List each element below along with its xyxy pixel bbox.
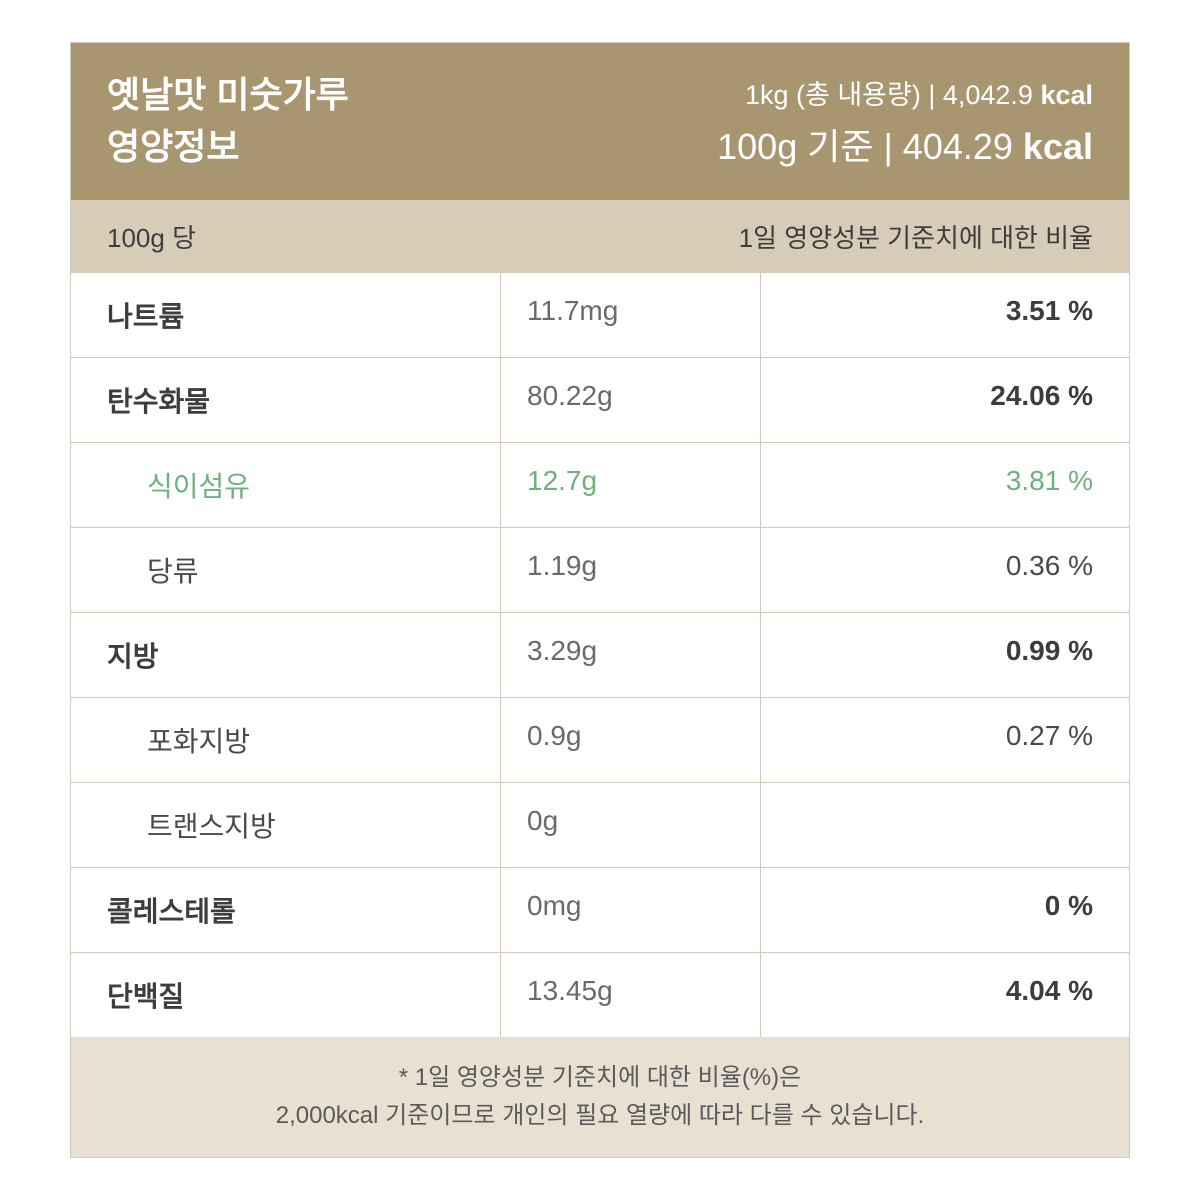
header: 옛날맛 미숫가루 영양정보 1kg (총 내용량) | 4,042.9 kcal…: [71, 43, 1129, 200]
table-row: 지방3.29g0.99 %: [71, 613, 1129, 698]
nutrient-percent: 0.99 %: [761, 613, 1129, 697]
nutrient-name: 지방: [71, 613, 501, 697]
subheader-right: 1일 영양성분 기준치에 대한 비율: [739, 218, 1093, 255]
footer-line-1: * 1일 영양성분 기준치에 대한 비율(%)은: [107, 1059, 1093, 1097]
header-small-prefix: 1kg (총 내용량) | 4,042.9: [745, 80, 1040, 110]
nutrient-name: 포화지방: [71, 698, 501, 782]
nutrient-name: 단백질: [71, 953, 501, 1037]
table-row: 당류1.19g0.36 %: [71, 528, 1129, 613]
nutrient-value: 1.19g: [501, 528, 761, 612]
nutrient-value: 80.22g: [501, 358, 761, 442]
header-large-unit: kcal: [1023, 126, 1093, 167]
nutrient-value: 12.7g: [501, 443, 761, 527]
table-row: 식이섬유12.7g3.81 %: [71, 443, 1129, 528]
nutrient-value: 0mg: [501, 868, 761, 952]
table-row: 나트륨11.7mg3.51 %: [71, 273, 1129, 358]
subheader-left: 100g 당: [107, 218, 196, 255]
header-values-block: 1kg (총 내용량) | 4,042.9 kcal 100g 기준 | 404…: [717, 73, 1093, 170]
table-row: 탄수화물80.22g24.06 %: [71, 358, 1129, 443]
nutrient-percent: 0 %: [761, 868, 1129, 952]
nutrient-value: 3.29g: [501, 613, 761, 697]
nutrient-name: 트랜스지방: [71, 783, 501, 867]
header-title-block: 옛날맛 미숫가루 영양정보: [107, 71, 349, 172]
nutrient-value: 13.45g: [501, 953, 761, 1037]
nutrition-card: 옛날맛 미숫가루 영양정보 1kg (총 내용량) | 4,042.9 kcal…: [70, 42, 1130, 1159]
title-line-1: 옛날맛 미숫가루: [107, 71, 349, 120]
table-row: 포화지방0.9g0.27 %: [71, 698, 1129, 783]
header-serving-kcal: 100g 기준 | 404.29 kcal: [717, 118, 1093, 170]
table-row: 콜레스테롤0mg0 %: [71, 868, 1129, 953]
nutrient-name: 콜레스테롤: [71, 868, 501, 952]
nutrient-value: 0.9g: [501, 698, 761, 782]
nutrient-percent: [761, 783, 1129, 867]
title-line-2: 영양정보: [107, 123, 349, 172]
nutrient-name: 탄수화물: [71, 358, 501, 442]
nutrient-percent: 3.51 %: [761, 273, 1129, 357]
nutrient-percent: 4.04 %: [761, 953, 1129, 1037]
header-small-unit: kcal: [1040, 80, 1093, 110]
nutrient-percent: 3.81 %: [761, 443, 1129, 527]
footer: * 1일 영양성분 기준치에 대한 비율(%)은 2,000kcal 기준이므로…: [71, 1037, 1129, 1158]
nutrient-value: 0g: [501, 783, 761, 867]
nutrition-rows: 나트륨11.7mg3.51 %탄수화물80.22g24.06 %식이섬유12.7…: [71, 273, 1129, 1037]
header-large-prefix: 100g 기준 | 404.29: [717, 126, 1023, 167]
subheader: 100g 당 1일 영양성분 기준치에 대한 비율: [71, 200, 1129, 273]
nutrient-percent: 0.36 %: [761, 528, 1129, 612]
table-row: 트랜스지방0g: [71, 783, 1129, 868]
nutrient-percent: 24.06 %: [761, 358, 1129, 442]
nutrient-name: 나트륨: [71, 273, 501, 357]
nutrient-name: 식이섬유: [71, 443, 501, 527]
nutrient-value: 11.7mg: [501, 273, 761, 357]
nutrient-name: 당류: [71, 528, 501, 612]
header-total-kcal: 1kg (총 내용량) | 4,042.9 kcal: [717, 73, 1093, 112]
table-row: 단백질13.45g4.04 %: [71, 953, 1129, 1037]
footer-line-2: 2,000kcal 기준이므로 개인의 필요 열량에 따라 다를 수 있습니다.: [107, 1097, 1093, 1135]
nutrient-percent: 0.27 %: [761, 698, 1129, 782]
